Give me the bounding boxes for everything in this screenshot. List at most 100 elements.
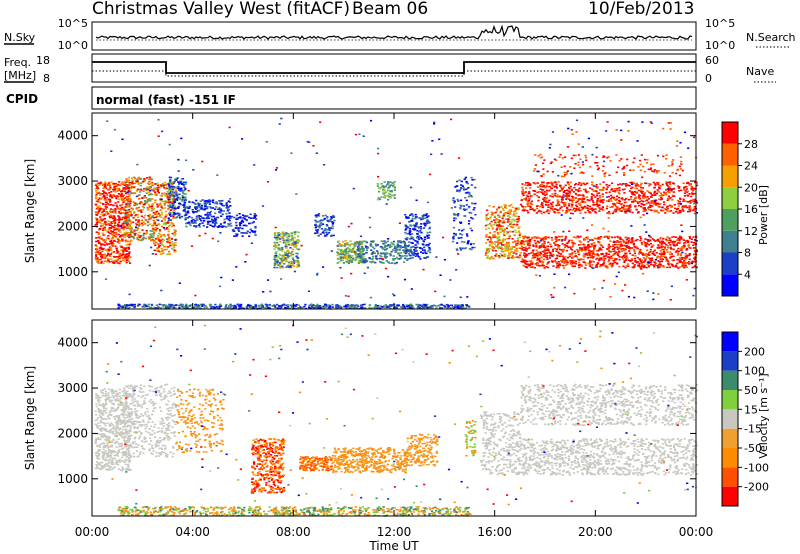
power-cell-4690	[524, 246, 527, 249]
power-cell-4369	[632, 244, 635, 246]
power-cell-2009	[296, 259, 299, 262]
power-cell-1859	[298, 265, 301, 267]
power-cell-879	[140, 239, 143, 241]
power-cell-2535	[394, 245, 397, 248]
power-cell-4055	[569, 248, 573, 250]
power-cell-2308	[343, 245, 346, 248]
power-cell-244	[112, 255, 116, 258]
power-cell-2963	[466, 242, 469, 245]
power-cell-2109	[325, 231, 328, 234]
power-cell-4808	[655, 252, 658, 254]
power-cell-2647	[393, 181, 396, 183]
power-cell-666	[122, 227, 125, 230]
power-cell-3261	[345, 305, 348, 308]
power-cell-2878	[456, 198, 459, 201]
power-cell-2804	[418, 235, 421, 237]
power-cell-2006	[296, 257, 299, 259]
power-cell-1585	[195, 217, 198, 220]
power-cell-745	[133, 212, 136, 214]
power-cell-2691	[404, 245, 407, 248]
power-cell-3310	[438, 304, 441, 306]
power-cell-258	[120, 190, 123, 193]
power-cell-1702	[204, 201, 207, 203]
power-cell-3795	[509, 247, 512, 249]
power-cell-3512	[121, 306, 124, 309]
power-cell-1676	[229, 217, 232, 219]
power-cell-2775	[409, 250, 412, 252]
power-cell-3227	[299, 306, 302, 308]
power-cell-2941	[454, 206, 457, 208]
power-cell-4138	[570, 253, 573, 256]
power-cell-790	[133, 237, 136, 240]
power-cell-997	[139, 202, 142, 205]
power-cell-4795	[685, 248, 689, 251]
power-cell-4127	[568, 239, 571, 242]
power-cell-212	[118, 212, 121, 214]
power-cell-2513	[376, 244, 379, 246]
power-cell-883	[136, 213, 139, 216]
power-cell-4018	[642, 254, 645, 256]
power-cell-3486	[465, 304, 468, 306]
power-cell-2181	[338, 253, 341, 256]
power-cell-695	[103, 183, 106, 185]
power-cell-4287	[678, 259, 682, 261]
power-cell-881	[137, 182, 140, 184]
power-cell-2208	[362, 240, 366, 242]
power-cell-1827	[236, 217, 239, 220]
power-cell-2747	[420, 228, 423, 230]
power-cell-2844	[408, 241, 411, 243]
power-cell-2306	[347, 250, 350, 253]
power-cell-2344	[362, 257, 365, 260]
power-cell-3872	[499, 225, 502, 227]
power-cell-623	[98, 205, 101, 207]
power-cell-2033	[275, 258, 278, 261]
power-cell-605	[102, 239, 105, 241]
power-cell-4353	[536, 259, 539, 262]
power-cell-1788	[239, 217, 242, 219]
power-cell-2029	[295, 252, 298, 255]
power-cell-2446	[382, 247, 385, 250]
power-cell-4204	[652, 251, 655, 253]
power-cell-1446	[168, 185, 171, 188]
power-cell-4814	[563, 246, 566, 248]
power-cell-3547	[411, 305, 414, 308]
power-cell-973	[133, 203, 136, 206]
power-cell-3436	[254, 307, 257, 309]
power-cell-507	[116, 196, 120, 199]
power-cell-2880	[452, 199, 455, 202]
freq-trace	[92, 61, 696, 74]
power-cell-2204	[353, 243, 356, 245]
power-cell-2152	[331, 225, 334, 227]
power-cell-2104	[326, 217, 329, 219]
power-cell-322	[129, 242, 132, 245]
power-cell-4498	[605, 252, 608, 254]
power-cell-2605	[388, 195, 391, 198]
power-cell-4315	[600, 248, 603, 251]
power-cell-1685	[230, 225, 233, 227]
power-cell-1843	[295, 239, 298, 242]
power-cell-994	[142, 197, 145, 199]
power-cell-3349	[455, 304, 458, 307]
power-cell-3307	[155, 304, 158, 306]
power-cell-2826	[411, 246, 414, 248]
power-cell-1688	[185, 214, 188, 216]
power-cell-4144	[660, 245, 663, 247]
power-cell-893	[128, 228, 131, 230]
power-cell-2750	[411, 242, 414, 244]
power-cell-3212	[286, 306, 289, 309]
power-cell-4022	[589, 265, 592, 267]
power-cell-2218	[342, 244, 345, 247]
power-cell-4477	[659, 258, 662, 260]
power-cell-2743	[410, 241, 413, 244]
power-cell-4635	[670, 253, 673, 255]
power-cell-4263	[584, 264, 587, 266]
power-cell-2367	[356, 241, 359, 244]
power-cell-2810	[405, 232, 408, 235]
power-cell-1138	[164, 187, 167, 190]
power-cell-144	[121, 248, 125, 251]
power-cell-3378	[235, 305, 238, 308]
power-cell-3459	[303, 305, 306, 308]
power-cell-4965	[542, 245, 546, 248]
power-cell-4751	[641, 265, 644, 268]
power-cell-891	[137, 239, 140, 241]
